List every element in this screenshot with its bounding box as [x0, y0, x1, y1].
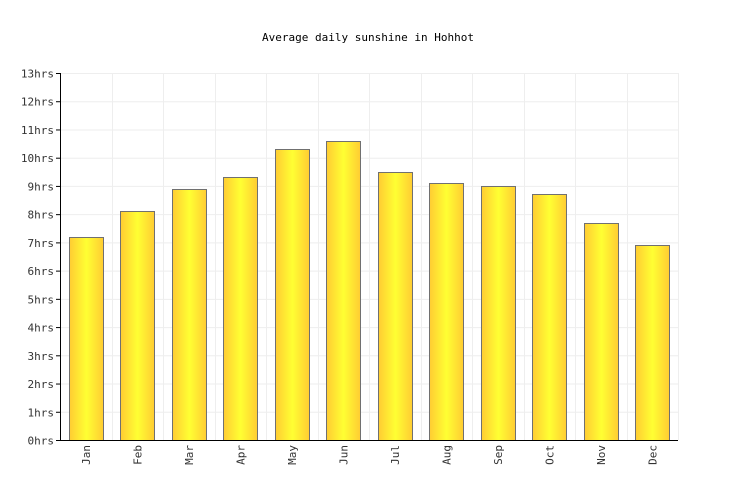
bar-apr [223, 177, 258, 441]
x-tick-label: Sep [492, 445, 505, 465]
bar-dec [635, 245, 670, 441]
y-tick-label: 2hrs [28, 378, 55, 391]
y-tick-label: 9hrs [28, 180, 55, 193]
label-layer: 0hrs 1hrs 2hrs 3hrs 4hrs 5hrs 6hrs 7hrs 8hrs 9hrs… [21, 68, 659, 465]
bar-feb [120, 211, 155, 441]
y-tick-label: 10hrs [21, 152, 54, 165]
y-tick-label: 1hrs [28, 406, 55, 419]
bar-jun [326, 141, 361, 441]
x-tick-label: Apr [234, 445, 247, 465]
y-tick-label: 8hrs [28, 209, 55, 222]
y-tick-label: 7hrs [28, 237, 55, 250]
grid-layer [60, 73, 679, 440]
x-tick-label: Jun [337, 445, 350, 465]
bar-jan [69, 237, 104, 441]
x-tick-label: Dec [646, 445, 659, 465]
bar-jul [378, 172, 413, 441]
y-tick-label: 4hrs [28, 322, 55, 335]
bar-oct [532, 194, 567, 441]
y-tick-label: 6hrs [28, 265, 55, 278]
x-tick-label: Jul [389, 445, 402, 465]
x-tick-label: Mar [183, 445, 196, 465]
y-tick-label: 11hrs [21, 124, 54, 137]
bar-sep [481, 186, 516, 441]
x-tick-label: Aug [440, 445, 453, 465]
y-tick-label: 13hrs [21, 68, 54, 81]
bar-nov [584, 223, 619, 441]
x-tick-label: Oct [543, 445, 556, 465]
x-tick-label: Nov [595, 445, 608, 465]
y-tick-label: 0hrs [28, 435, 55, 448]
y-tick-label: 3hrs [28, 350, 55, 363]
x-tick-label: Feb [131, 445, 144, 465]
bar-mar [172, 189, 207, 441]
x-tick-label: Jan [80, 445, 93, 465]
bar-aug [429, 183, 464, 441]
axis-layer [56, 73, 678, 441]
bar-layer [69, 141, 670, 441]
y-tick-label: 12hrs [21, 96, 54, 109]
x-tick-label: May [286, 445, 299, 465]
chart-title: Average daily sunshine in Hohhot [262, 31, 474, 44]
bar-may [275, 149, 310, 441]
y-tick-label: 5hrs [28, 293, 55, 306]
